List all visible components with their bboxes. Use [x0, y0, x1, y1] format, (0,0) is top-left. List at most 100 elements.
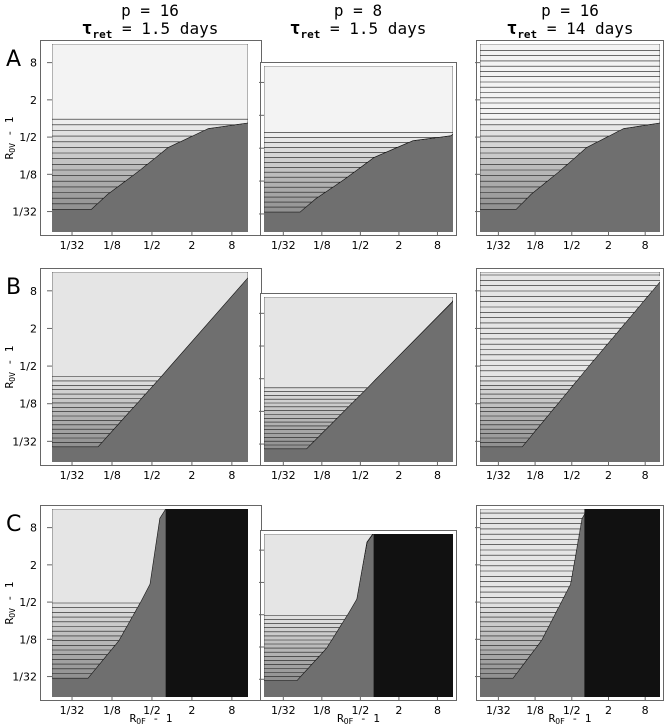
label-sub: OV	[8, 608, 17, 618]
row-label: C	[6, 512, 21, 537]
x-tick-label: 1/8	[526, 704, 544, 717]
x-axis-label: ROF - 1	[549, 712, 592, 726]
y-tick-label: 1/2	[19, 360, 37, 373]
contour-plot	[264, 66, 453, 232]
x-tick-label: 1/2	[352, 469, 370, 482]
x-tick-label: 1/8	[103, 704, 121, 717]
row-label: A	[6, 47, 21, 72]
y-axis-label: ROV - 1	[3, 346, 17, 389]
tau-sub: ret	[301, 28, 321, 41]
y-tick-label: 1/8	[19, 398, 37, 411]
tau-rest: = 14 days	[537, 19, 633, 38]
label-sub: OF	[344, 717, 354, 726]
x-tick-label: 1/8	[103, 469, 121, 482]
y-tick-label: 1/32	[12, 435, 37, 448]
y-tick-label: 1/2	[19, 596, 37, 609]
contour-plot	[264, 534, 453, 697]
label-sub: OV	[8, 143, 17, 153]
column-tau: τret = 1.5 days	[82, 18, 219, 41]
label-rest: - 1	[3, 117, 16, 144]
x-tick-label: 8	[228, 704, 235, 717]
tau: τ	[82, 18, 93, 39]
contour-plot	[480, 509, 660, 697]
x-axis-label: ROF - 1	[337, 712, 380, 726]
column-p: p = 16	[541, 1, 599, 20]
label-sub: OV	[8, 372, 17, 382]
tau-rest: = 1.5 days	[112, 19, 218, 38]
contour-plot	[264, 297, 453, 462]
x-tick-label: 8	[434, 704, 441, 717]
x-tick-label: 1/8	[526, 239, 544, 252]
label-base: R	[337, 712, 344, 725]
x-tick-label: 1/2	[563, 704, 581, 717]
y-tick-label: 8	[30, 522, 37, 535]
contour-band	[480, 272, 660, 276]
black-region	[584, 509, 660, 697]
label-base: R	[3, 381, 16, 388]
x-tick-label: 1/8	[313, 469, 331, 482]
x-tick-label: 8	[434, 239, 441, 252]
y-axis-label: ROV - 1	[3, 582, 17, 625]
y-tick-label: 8	[30, 285, 37, 298]
x-tick-label: 8	[228, 239, 235, 252]
x-tick-label: 1/32	[486, 469, 511, 482]
x-tick-label: 2	[188, 704, 195, 717]
y-tick-label: 2	[30, 322, 37, 335]
label-rest: - 1	[3, 346, 16, 373]
x-tick-label: 2	[605, 239, 612, 252]
contour-band	[264, 66, 453, 133]
contour-band	[52, 509, 248, 604]
x-tick-label: 1/8	[103, 239, 121, 252]
contour-plot	[52, 509, 248, 697]
label-rest: - 1	[3, 582, 16, 609]
label-rest: - 1	[353, 712, 380, 725]
label-base: R	[3, 617, 16, 624]
x-tick-label: 1/2	[352, 704, 370, 717]
y-tick-label: 2	[30, 94, 37, 107]
tau-rest: = 1.5 days	[320, 19, 426, 38]
x-tick-label: 1/32	[60, 239, 85, 252]
contour-plot	[52, 272, 248, 462]
black-region	[373, 534, 453, 697]
contour-band	[480, 44, 660, 51]
contour-band	[52, 44, 248, 120]
contour-band	[480, 509, 660, 514]
x-tick-label: 1/32	[60, 704, 85, 717]
y-tick-label: 1/8	[19, 633, 37, 646]
label-base: R	[3, 152, 16, 159]
tau: τ	[506, 18, 517, 39]
x-tick-label: 1/8	[313, 239, 331, 252]
label-rest: - 1	[565, 712, 592, 725]
x-tick-label: 1/32	[271, 469, 296, 482]
contour-plot	[52, 44, 248, 232]
x-tick-label: 8	[642, 704, 649, 717]
x-tick-label: 1/2	[563, 239, 581, 252]
x-tick-label: 2	[605, 704, 612, 717]
y-axis-label: ROV - 1	[3, 117, 17, 160]
column-tau: τret = 1.5 days	[290, 18, 427, 41]
y-tick-label: 8	[30, 57, 37, 70]
y-tick-label: 2	[30, 559, 37, 572]
x-tick-label: 2	[188, 239, 195, 252]
x-tick-label: 1/8	[526, 469, 544, 482]
x-tick-label: 8	[642, 239, 649, 252]
column-p: p = 8	[334, 1, 382, 20]
x-tick-label: 2	[605, 469, 612, 482]
x-tick-label: 1/2	[352, 239, 370, 252]
x-axis-label: ROF - 1	[130, 712, 173, 726]
x-tick-label: 1/2	[143, 239, 161, 252]
contour-plot	[480, 44, 660, 232]
contour-plot	[480, 272, 660, 462]
contour-band	[264, 534, 453, 616]
x-tick-label: 8	[642, 469, 649, 482]
tau: τ	[290, 18, 301, 39]
x-tick-label: 1/2	[563, 469, 581, 482]
x-tick-label: 8	[434, 469, 441, 482]
contour-band	[52, 272, 248, 377]
label-sub: OF	[136, 717, 146, 726]
tau-sub: ret	[93, 28, 113, 41]
x-tick-label: 1/32	[486, 239, 511, 252]
black-region	[165, 509, 248, 697]
label-base: R	[130, 712, 137, 725]
